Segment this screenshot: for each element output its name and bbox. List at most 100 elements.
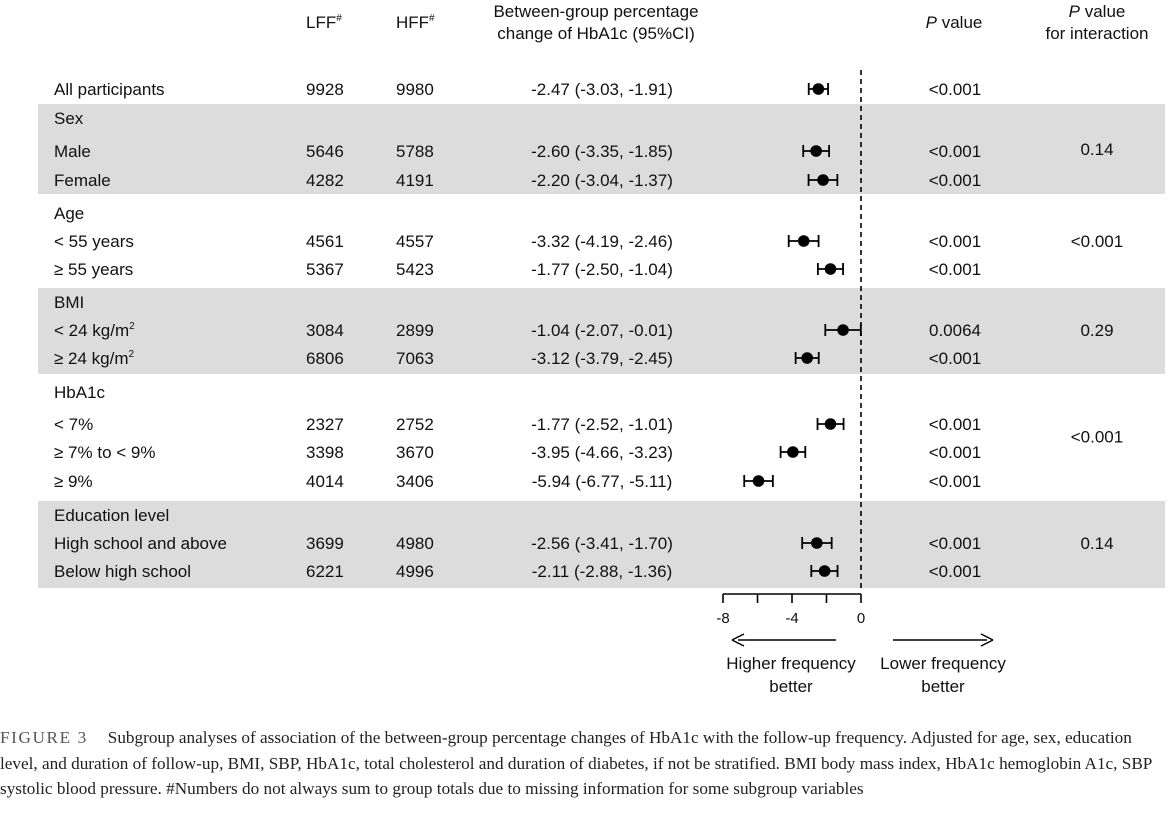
group-band: [38, 501, 1165, 588]
lff-count: 4561: [306, 232, 344, 251]
row-label: Female: [54, 171, 111, 190]
row-label: High school and above: [54, 534, 227, 553]
point-estimate: [811, 537, 823, 549]
ci-text: -2.11 (-2.88, -1.36): [532, 562, 672, 581]
point-estimate: [787, 446, 799, 458]
p-value: <0.001: [929, 415, 981, 434]
interaction-pvalues: 0.14 <0.001 0.29 <0.001 0.14: [1071, 140, 1123, 553]
p-value: <0.001: [929, 472, 981, 491]
direction-label-left: better: [769, 677, 813, 696]
p-value: <0.001: [929, 171, 981, 190]
point-estimate: [801, 352, 813, 364]
row-label: Male: [54, 142, 91, 161]
row-label: < 7%: [54, 415, 93, 434]
p-value: <0.001: [929, 260, 981, 279]
forest-marks: [743, 70, 862, 592]
interaction-p-value: <0.001: [1071, 232, 1123, 251]
p-value: <0.001: [929, 443, 981, 462]
lff-count: 6806: [306, 349, 344, 368]
lff-header: LFF#: [306, 13, 342, 32]
interaction-p-value: 0.29: [1080, 321, 1113, 340]
pvalue-header: P value: [926, 13, 983, 32]
caption-text: Subgroup analyses of association of the …: [0, 728, 1152, 798]
ci-text: -1.04 (-2.07, -0.01): [531, 321, 673, 340]
hff-count: 3670: [396, 443, 434, 462]
hff-count: 3406: [396, 472, 434, 491]
forest-plot: LFF# HFF# Between-group percentage chang…: [38, 2, 1165, 696]
lff-count: 5367: [306, 260, 344, 279]
direction-label-right: Lower frequency: [880, 654, 1006, 673]
row-label: ≥ 7% to < 9%: [54, 443, 155, 462]
subgroup-header: BMI: [54, 293, 84, 312]
hff-count: 5788: [396, 142, 434, 161]
lff-count: 3699: [306, 534, 344, 553]
lff-count: 3398: [306, 443, 344, 462]
p-value: <0.001: [929, 232, 981, 251]
figure-caption: FIGURE 3 Subgroup analyses of association…: [0, 725, 1169, 802]
subgroup-header: HbA1c: [54, 383, 106, 402]
hff-count: 4557: [396, 232, 434, 251]
arrow-left-head: [731, 633, 745, 647]
pinteraction-header-line1: P value: [1069, 2, 1126, 21]
ci-text: -2.56 (-3.41, -1.70): [531, 534, 673, 553]
subgroup-header: Sex: [54, 109, 84, 128]
hff-header: HFF#: [396, 13, 435, 32]
ci-text: -1.77 (-2.50, -1.04): [531, 260, 673, 279]
ci-text: -3.32 (-4.19, -2.46): [531, 232, 673, 251]
axis-tick-label: -4: [785, 610, 798, 627]
subgroup-header: Education level: [54, 506, 169, 525]
p-value: <0.001: [929, 142, 981, 161]
lff-count: 6221: [306, 562, 344, 581]
point-estimate: [818, 565, 831, 577]
figure-label: FIGURE 3: [0, 728, 88, 747]
effect-header-line1: Between-group percentage: [493, 2, 698, 21]
point-estimate: [810, 145, 822, 157]
column-headers: LFF# HFF# Between-group percentage chang…: [306, 2, 1149, 43]
direction-label-right: better: [921, 677, 965, 696]
group-band: [38, 104, 1165, 194]
group-bands: [38, 104, 1165, 588]
row-label: < 55 years: [54, 232, 134, 251]
row-label: All participants: [54, 80, 165, 99]
hff-count: 4996: [396, 562, 434, 581]
row-label: ≥ 24 kg/m2: [54, 349, 135, 368]
direction-label-left: Higher frequency: [726, 654, 856, 673]
ci-text: -3.95 (-4.66, -3.23): [531, 443, 673, 462]
hff-count: 4980: [396, 534, 434, 553]
lff-count: 5646: [306, 142, 344, 161]
ci-text: -5.94 (-6.77, -5.11): [532, 472, 672, 491]
point-estimate: [817, 174, 829, 186]
hff-count: 2752: [396, 415, 434, 434]
p-value: <0.001: [929, 80, 981, 99]
point-estimate: [824, 263, 837, 275]
p-value: <0.001: [929, 562, 981, 581]
lff-count: 9928: [306, 80, 344, 99]
hff-count: 4191: [396, 171, 434, 190]
x-axis: -8 -4 0 Higher frequency better Lower frequen…: [716, 593, 1006, 696]
hff-count: 2899: [396, 321, 434, 340]
ci-text: -3.12 (-3.79, -2.45): [531, 349, 673, 368]
point-estimate: [797, 235, 810, 247]
lff-count: 3084: [306, 321, 344, 340]
pinteraction-header-line2: for interaction: [1046, 24, 1149, 43]
ci-text: -1.77 (-2.52, -1.01): [531, 415, 673, 434]
hff-count: 7063: [396, 349, 434, 368]
ci-text: -2.20 (-3.04, -1.37): [531, 171, 673, 190]
row-label: ≥ 55 years: [54, 260, 133, 279]
p-value: 0.0064: [929, 321, 981, 340]
group-band: [38, 288, 1165, 374]
interaction-p-value: 0.14: [1080, 534, 1113, 553]
row-label: < 24 kg/m2: [54, 321, 135, 340]
point-estimate: [812, 83, 825, 95]
row-label: ≥ 9%: [54, 472, 93, 491]
row-label: Below high school: [54, 562, 191, 581]
subgroup-header: Age: [54, 204, 84, 223]
point-estimate: [824, 418, 837, 430]
p-value: <0.001: [929, 349, 981, 368]
hff-count: 9980: [396, 80, 434, 99]
lff-count: 4282: [306, 171, 344, 190]
axis-tick-label: -8: [716, 610, 729, 627]
effect-header-line2: change of HbA1c (95%CI): [497, 24, 695, 43]
arrow-right-head: [980, 633, 994, 647]
interaction-p-value: 0.14: [1080, 140, 1113, 159]
